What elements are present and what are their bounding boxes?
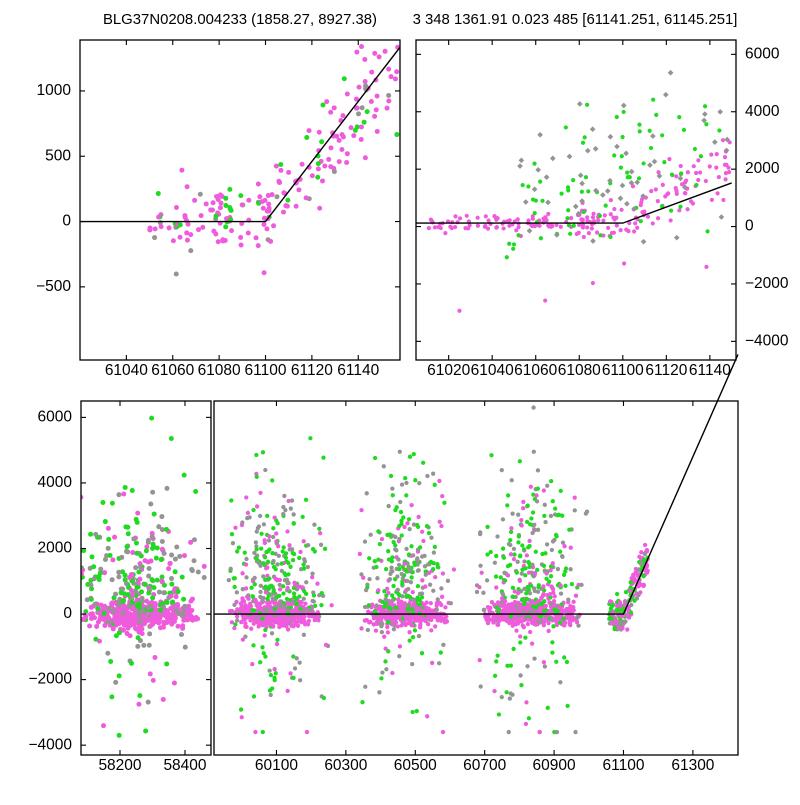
svg-text:61100: 61100: [602, 362, 644, 379]
svg-text:500: 500: [45, 147, 71, 164]
svg-text:61120: 61120: [645, 362, 687, 379]
svg-text:−2000: −2000: [28, 671, 72, 688]
svg-text:BLG37N0208.004233 (1858.27, 89: BLG37N0208.004233 (1858.27, 8927.38): [103, 12, 377, 28]
svg-text:0: 0: [63, 605, 72, 622]
svg-text:60100: 60100: [255, 757, 298, 774]
svg-text:61120: 61120: [291, 362, 333, 379]
svg-text:6000: 6000: [38, 408, 73, 425]
svg-text:2000: 2000: [745, 160, 780, 177]
svg-text:61040: 61040: [471, 362, 514, 379]
svg-text:61080: 61080: [198, 362, 241, 379]
svg-text:0: 0: [745, 218, 754, 235]
svg-text:61300: 61300: [671, 757, 714, 774]
svg-text:58200: 58200: [98, 757, 141, 774]
svg-text:61060: 61060: [514, 362, 557, 379]
svg-text:61060: 61060: [151, 362, 194, 379]
svg-text:61100: 61100: [245, 362, 287, 379]
svg-text:60500: 60500: [394, 757, 437, 774]
svg-text:61020: 61020: [427, 362, 470, 379]
svg-text:60700: 60700: [463, 757, 506, 774]
svg-text:−4000: −4000: [28, 736, 72, 753]
svg-text:60300: 60300: [324, 757, 367, 774]
svg-text:2000: 2000: [38, 540, 73, 557]
svg-text:−4000: −4000: [745, 332, 789, 349]
svg-text:61100: 61100: [603, 757, 645, 774]
svg-text:58400: 58400: [163, 757, 206, 774]
svg-text:61140: 61140: [337, 362, 379, 379]
svg-text:1000: 1000: [37, 82, 72, 99]
svg-text:−500: −500: [36, 278, 71, 295]
svg-text:61040: 61040: [105, 362, 148, 379]
svg-text:0: 0: [62, 213, 71, 230]
svg-text:3 348 1361.91 0.023 485 [61141: 3 348 1361.91 0.023 485 [61141.251, 6114…: [413, 12, 738, 28]
svg-text:60900: 60900: [533, 757, 576, 774]
svg-text:4000: 4000: [38, 474, 73, 491]
svg-text:4000: 4000: [745, 103, 780, 120]
svg-text:6000: 6000: [745, 45, 780, 62]
svg-text:61140: 61140: [689, 362, 731, 379]
svg-text:−2000: −2000: [745, 275, 789, 292]
svg-text:61080: 61080: [558, 362, 601, 379]
